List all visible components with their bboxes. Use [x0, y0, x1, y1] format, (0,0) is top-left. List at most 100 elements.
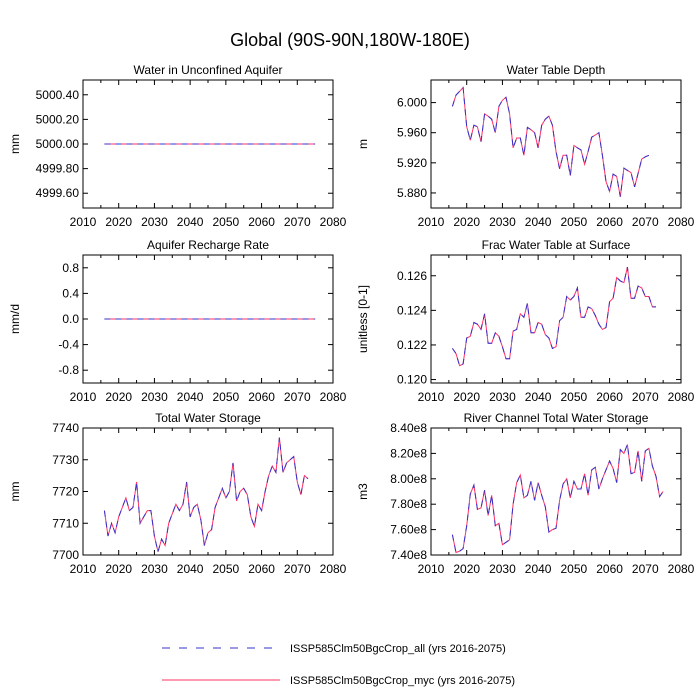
series-line-myc — [103, 437, 309, 552]
x-tick-label: 2070 — [284, 390, 311, 404]
x-tick-label: 2050 — [561, 215, 588, 229]
y-tick-label: -0.4 — [58, 338, 79, 352]
plot-frame — [430, 254, 682, 384]
x-tick-label: 2070 — [632, 390, 659, 404]
y-tick-label: 5.920 — [397, 156, 427, 170]
y-tick-label: 0.0 — [62, 312, 79, 326]
y-tick-label: 0.8 — [62, 261, 79, 275]
chart-panel: Frac Water Table at Surface unitless [0-1… — [356, 238, 695, 404]
chart-panel: Aquifer Recharge Rate mm/d 2010 2020 2030 204… — [8, 238, 347, 404]
x-tick-label: 2010 — [418, 390, 445, 404]
y-tick-label: 8.00e8 — [390, 472, 427, 486]
y-tick-label: 6.000 — [397, 96, 427, 110]
x-tick-label: 2050 — [213, 215, 240, 229]
x-tick-label: 2060 — [596, 390, 623, 404]
page-title: Global (90S-90N,180W-180E) — [230, 30, 470, 50]
x-tick-label: 2080 — [320, 390, 347, 404]
x-tick-label: 2010 — [418, 562, 445, 576]
series-line-all — [103, 437, 309, 552]
series-line-myc — [451, 86, 650, 197]
y-tick-label: 5.880 — [397, 186, 427, 200]
x-tick-label: 2070 — [284, 215, 311, 229]
y-tick-label: 7.40e8 — [390, 548, 427, 562]
plot-frame — [82, 427, 334, 556]
y-tick-label: 7700 — [52, 548, 79, 562]
plot-frame — [430, 427, 682, 556]
x-tick-label: 2070 — [632, 562, 659, 576]
x-tick-label: 2070 — [284, 562, 311, 576]
x-tick-label: 2030 — [141, 215, 168, 229]
series-line-all — [451, 266, 656, 367]
y-axis-label: mm — [8, 134, 22, 154]
x-tick-label: 2020 — [105, 390, 132, 404]
panel-title: Water in Unconfined Aquifer — [134, 63, 283, 77]
x-tick-label: 2040 — [525, 562, 552, 576]
chart-panel: Water in Unconfined Aquifer mm 2010 2020 203… — [8, 63, 347, 229]
panel-title: Frac Water Table at Surface — [482, 238, 631, 252]
y-tick-label: 0.126 — [397, 269, 427, 283]
x-tick-label: 2080 — [320, 215, 347, 229]
y-tick-label: 5.960 — [397, 126, 427, 140]
y-tick-label: 0.122 — [397, 338, 427, 352]
y-tick-label: 7.80e8 — [390, 497, 427, 511]
x-tick-label: 2060 — [248, 215, 275, 229]
chart-panel: Total Water Storage mm 2010 2020 2030 2040 205… — [8, 411, 347, 576]
x-tick-label: 2080 — [668, 390, 695, 404]
panel-title: Aquifer Recharge Rate — [147, 238, 269, 252]
x-tick-label: 2020 — [105, 562, 132, 576]
y-tick-label: 5000.20 — [36, 112, 80, 126]
y-axis-label: unitless [0-1] — [356, 285, 370, 353]
y-tick-label: 7710 — [52, 516, 79, 530]
plot-frame — [82, 254, 334, 384]
y-axis-label: mm — [8, 482, 22, 502]
y-tick-label: 5000.00 — [36, 137, 80, 151]
x-tick-label: 2010 — [70, 390, 97, 404]
x-tick-label: 2080 — [668, 562, 695, 576]
x-tick-label: 2050 — [561, 562, 588, 576]
x-tick-label: 2070 — [632, 215, 659, 229]
x-tick-label: 2010 — [70, 562, 97, 576]
x-tick-label: 2060 — [596, 215, 623, 229]
series-line-myc — [451, 444, 664, 554]
x-tick-label: 2040 — [525, 215, 552, 229]
y-axis-label: m3 — [356, 483, 370, 500]
x-tick-label: 2030 — [489, 562, 516, 576]
y-axis-label: mm/d — [8, 304, 22, 334]
x-tick-label: 2080 — [320, 562, 347, 576]
chart-panel: River Channel Total Water Storage m3 2010 2… — [356, 411, 695, 576]
x-tick-label: 2020 — [453, 215, 480, 229]
y-tick-label: 0.124 — [397, 303, 427, 317]
x-tick-label: 2030 — [141, 390, 168, 404]
series-line-myc — [451, 266, 656, 367]
x-tick-label: 2020 — [453, 562, 480, 576]
x-tick-label: 2030 — [141, 562, 168, 576]
panel-title: Total Water Storage — [155, 411, 261, 425]
y-tick-label: 7740 — [52, 421, 79, 435]
x-tick-label: 2040 — [525, 390, 552, 404]
series-line-all — [451, 444, 664, 554]
x-tick-label: 2050 — [561, 390, 588, 404]
y-tick-label: 0.4 — [62, 286, 79, 300]
y-tick-label: 4999.80 — [36, 162, 80, 176]
y-tick-label: 0.120 — [397, 373, 427, 387]
y-tick-label: 8.20e8 — [390, 446, 427, 460]
x-tick-label: 2010 — [418, 215, 445, 229]
x-tick-label: 2080 — [668, 215, 695, 229]
chart-panel: Water Table Depth m 2010 2020 2030 2040 2050 20… — [356, 63, 695, 229]
x-tick-label: 2030 — [489, 215, 516, 229]
x-tick-label: 2040 — [177, 390, 204, 404]
x-tick-label: 2040 — [177, 562, 204, 576]
y-tick-label: 7720 — [52, 485, 79, 499]
x-tick-label: 2050 — [213, 562, 240, 576]
y-axis-label: m — [356, 139, 370, 149]
y-tick-label: 7730 — [52, 453, 79, 467]
x-tick-label: 2020 — [105, 215, 132, 229]
x-tick-label: 2010 — [70, 215, 97, 229]
x-tick-label: 2060 — [248, 562, 275, 576]
y-tick-label: 7.60e8 — [390, 523, 427, 537]
x-tick-label: 2050 — [213, 390, 240, 404]
y-tick-label: 5000.40 — [36, 88, 80, 102]
y-tick-label: 8.40e8 — [390, 421, 427, 435]
x-tick-label: 2060 — [596, 562, 623, 576]
